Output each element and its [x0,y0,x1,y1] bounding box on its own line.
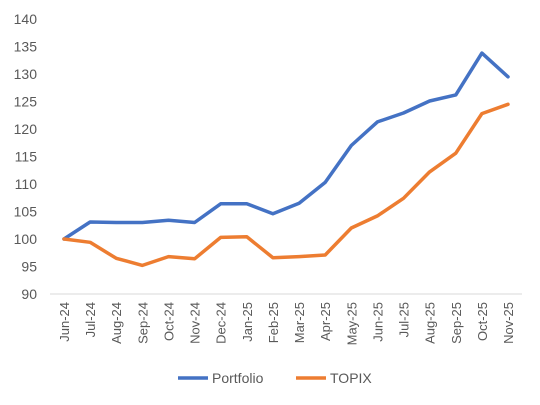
x-tick-label: Jul-24 [83,302,98,337]
y-tick-label: 90 [21,286,37,302]
y-tick-label: 105 [14,204,38,220]
y-tick-label: 125 [14,94,38,110]
y-tick-label: 110 [15,176,38,192]
x-tick-label: Oct-25 [475,302,490,341]
x-tick-label: May-25 [344,302,359,345]
x-tick-label: Mar-25 [292,302,307,343]
x-tick-label: Apr-25 [318,302,333,341]
legend-label: Portfolio [212,370,264,386]
x-tick-label: Jun-24 [57,302,72,342]
y-tick-label: 95 [21,259,37,275]
legend: Portfolio TOPIX [178,370,372,386]
y-tick-label: 115 [15,149,38,165]
series-line-portfolio [62,51,510,241]
x-tick-label: Jul-25 [397,302,412,337]
y-tick-label: 135 [14,39,38,55]
x-tick-label: Jan-25 [240,302,255,342]
x-tick-label: Sep-25 [449,302,464,344]
y-axis: 90 95 100 105 110 115 120 125 130 135 140 [14,11,38,302]
x-axis: Jun-24 Jul-24 Aug-24 Sep-24 Oct-24 Nov-24 Dec-… [50,293,522,345]
y-tick-label: 120 [14,121,38,137]
x-tick-label: Aug-24 [109,302,124,344]
y-tick-label: 140 [14,11,38,27]
x-tick-label: Oct-24 [161,302,176,341]
x-tick-label: Nov-24 [188,302,203,344]
x-tick-label: Nov-25 [501,302,516,344]
x-tick-label: Jun-25 [370,302,385,342]
x-tick-label: Aug-25 [423,302,438,344]
x-tick-label: Dec-24 [214,302,229,344]
y-tick-label: 130 [14,66,38,82]
x-tick-label: Feb-25 [266,302,281,343]
x-tick-label: Sep-24 [135,302,150,344]
legend-label: TOPIX [330,370,372,386]
y-tick-label: 100 [14,231,38,247]
series-layer [62,51,510,268]
series-line-topix [62,102,510,268]
